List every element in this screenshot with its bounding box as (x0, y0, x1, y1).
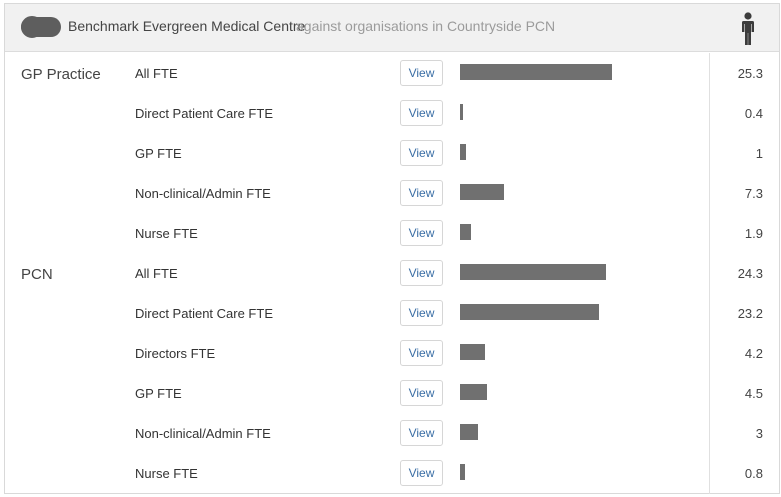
group-label: GP Practice (21, 66, 101, 83)
view-button[interactable]: View (400, 140, 443, 166)
table-row: PCN All FTE View 24.3 (5, 253, 779, 293)
value-bar (460, 384, 487, 400)
value-bar (460, 264, 606, 280)
value-text: 4.2 (744, 346, 763, 361)
table-row: Non-clinical/Admin FTE View 7.3 (5, 173, 779, 213)
value-bar (460, 224, 471, 240)
table-row: GP FTE View 4.5 (5, 373, 779, 413)
metric-label: GP FTE (135, 146, 182, 161)
value-column-divider (709, 53, 710, 494)
table-row: Non-clinical/Admin FTE View 3 (5, 413, 779, 453)
metric-label: Non-clinical/Admin FTE (135, 186, 271, 201)
panel-header: Benchmark Evergreen Medical Centre again… (5, 4, 779, 52)
person-icon (742, 12, 754, 45)
table-row: Direct Patient Care FTE View 0.4 (5, 93, 779, 133)
metric-label: Direct Patient Care FTE (135, 306, 273, 321)
view-button[interactable]: View (400, 420, 443, 446)
value-text: 0.8 (744, 466, 763, 481)
group-label: PCN (21, 266, 53, 283)
view-button[interactable]: View (400, 260, 443, 286)
value-text: 25.3 (737, 66, 763, 81)
value-bar (460, 304, 599, 320)
value-text: 4.5 (744, 386, 763, 401)
table-row: Nurse FTE View 1.9 (5, 213, 779, 253)
value-text: 7.3 (744, 186, 763, 201)
table-row: Direct Patient Care FTE View 23.2 (5, 293, 779, 333)
benchmark-subtitle: against organisations in Countryside PCN (296, 18, 556, 34)
value-bar (460, 184, 504, 200)
value-text: 1.9 (744, 226, 763, 241)
value-bar (460, 64, 612, 80)
view-button[interactable]: View (400, 340, 443, 366)
value-bar (460, 464, 465, 480)
table-row: Directors FTE View 4.2 (5, 333, 779, 373)
table-row: GP Practice All FTE View 25.3 (5, 53, 779, 93)
metric-label: Directors FTE (135, 346, 216, 361)
value-bar (460, 344, 485, 360)
metric-label: Direct Patient Care FTE (135, 106, 273, 121)
value-text: 0.4 (744, 106, 763, 121)
metric-label: All FTE (135, 66, 178, 81)
value-bar (460, 144, 466, 160)
view-button[interactable]: View (400, 60, 443, 86)
table-row: GP FTE View 1 (5, 133, 779, 173)
metric-label: Non-clinical/Admin FTE (135, 426, 271, 441)
metric-label: Nurse FTE (135, 466, 198, 481)
toggle-knob[interactable] (21, 16, 43, 38)
benchmark-panel: Benchmark Evergreen Medical Centre again… (4, 3, 780, 494)
metric-label: GP FTE (135, 386, 182, 401)
view-button[interactable]: View (400, 220, 443, 246)
table-row: Nurse FTE View 0.8 (5, 453, 779, 493)
view-button[interactable]: View (400, 180, 443, 206)
benchmark-title: Benchmark Evergreen Medical Centre (68, 18, 306, 34)
value-bar (460, 104, 463, 120)
view-button[interactable]: View (400, 100, 443, 126)
value-text: 1 (755, 146, 763, 161)
value-text: 24.3 (737, 266, 763, 281)
view-button[interactable]: View (400, 300, 443, 326)
view-button[interactable]: View (400, 380, 443, 406)
value-text: 23.2 (737, 306, 763, 321)
view-button[interactable]: View (400, 460, 443, 486)
metric-label: Nurse FTE (135, 226, 198, 241)
value-bar (460, 424, 478, 440)
benchmark-toggle[interactable] (21, 16, 61, 38)
value-text: 3 (755, 426, 763, 441)
metric-label: All FTE (135, 266, 178, 281)
